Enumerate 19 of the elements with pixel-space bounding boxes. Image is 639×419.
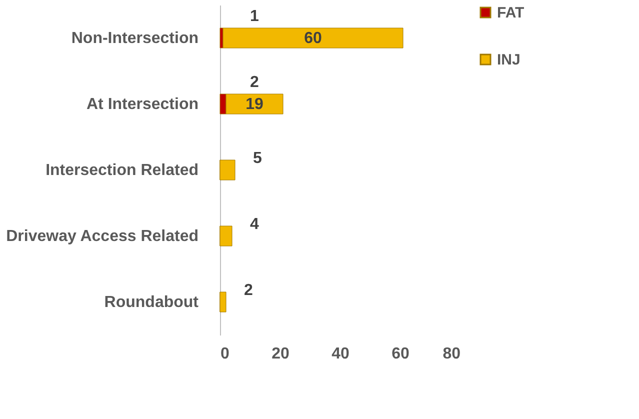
- x-tick-label: 0: [220, 346, 230, 362]
- y-tick-label: At Intersection: [86, 96, 198, 113]
- x-tick-label: 60: [392, 346, 410, 362]
- x-tick-label: 80: [442, 346, 461, 362]
- y-tick-label: Intersection Related: [46, 162, 198, 179]
- x-tick-label: 20: [272, 346, 290, 362]
- data-label: 5: [253, 150, 262, 167]
- y-tick-label: Roundabout: [104, 294, 200, 311]
- y-tick-label: Non-Intersection: [71, 30, 198, 47]
- data-label: 19: [246, 96, 264, 113]
- data-label: 4: [250, 216, 259, 233]
- x-tick-label: 40: [332, 346, 350, 362]
- data-label: 2: [250, 74, 259, 91]
- data-label: 2: [244, 282, 253, 299]
- y-tick-label: Driveway Access Related: [6, 228, 198, 245]
- data-label: 60: [304, 30, 322, 47]
- legend-label: FAT: [497, 4, 524, 22]
- data-label: 1: [250, 8, 259, 25]
- legend-label: INJ: [497, 52, 520, 68]
